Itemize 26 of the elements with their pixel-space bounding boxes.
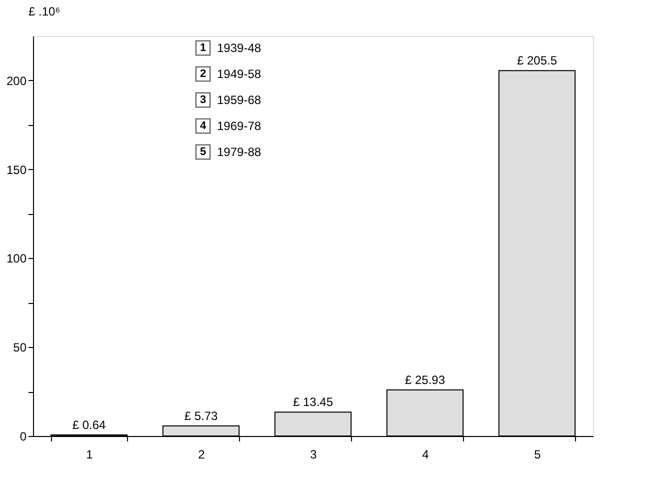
data-label: £ 205.5 (516, 54, 558, 68)
category-label: 1 (200, 42, 206, 54)
y-tick-label: 100 (6, 252, 27, 266)
x-tick-label: 1 (86, 448, 94, 462)
annotation: 1969-78 (217, 119, 262, 133)
y-tick-label: 50 (13, 340, 27, 355)
annotation: 1949-58 (217, 67, 262, 81)
x-tick-label: 2 (198, 448, 206, 462)
annotation: 1959-68 (217, 93, 262, 107)
category-label: 3 (200, 94, 206, 106)
category-label: 4 (200, 120, 206, 132)
x-tick-label: 3 (310, 448, 318, 462)
annotation: 1979-88 (217, 145, 262, 159)
y-tick-label: 200 (6, 74, 27, 88)
data-label: £ 0.64 (72, 418, 106, 432)
data-label: £ 13.45 (292, 395, 334, 410)
category-label: 5 (200, 146, 206, 158)
y-tick-label: 150 (6, 162, 27, 177)
x-tick-label: 5 (534, 448, 542, 462)
y-axis-title: £ .10⁶ (28, 4, 60, 18)
data-label: £ 5.73 (184, 408, 218, 423)
data-label: £ 25.93 (404, 372, 446, 387)
category-label: 2 (200, 68, 206, 80)
annotation: 1939-48 (217, 41, 262, 55)
x-tick-label: 4 (422, 448, 430, 462)
y-tick-label: 0 (20, 430, 27, 444)
